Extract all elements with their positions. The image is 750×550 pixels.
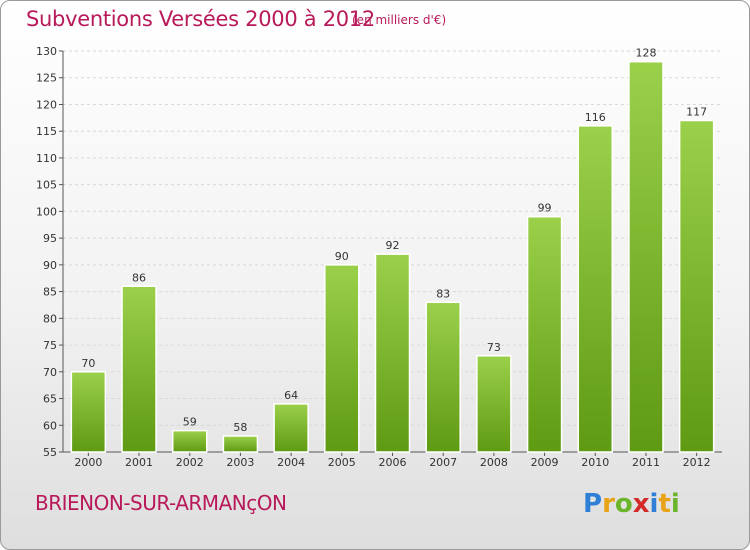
bar-2001: [121, 285, 157, 453]
y-tick-label: 100: [36, 205, 57, 218]
x-tick-label-2000: 2000: [74, 456, 102, 469]
x-tick-label-2004: 2004: [277, 456, 305, 469]
y-tick-label: 60: [43, 419, 57, 432]
data-label-2002: 59: [183, 416, 197, 429]
bar-2008: [476, 355, 512, 453]
x-tick-label-2002: 2002: [176, 456, 204, 469]
y-tick-label: 110: [36, 152, 57, 165]
y-tick-label: 85: [43, 286, 57, 299]
logo-letter: r: [602, 489, 615, 519]
y-tick-label: 125: [36, 72, 57, 85]
data-label-2004: 64: [284, 389, 298, 402]
x-tick-label-2001: 2001: [125, 456, 153, 469]
x-tick-label-2011: 2011: [632, 456, 660, 469]
proxiti-logo: Proxiti: [583, 489, 680, 519]
x-tick-label-2012: 2012: [683, 456, 711, 469]
x-tick-label-2003: 2003: [226, 456, 254, 469]
bar-2002: [171, 429, 208, 453]
bar-2012: [678, 119, 715, 453]
y-tick-label: 115: [36, 125, 57, 138]
x-tick-label-2006: 2006: [379, 456, 407, 469]
data-label-2009: 99: [538, 202, 552, 215]
bar-2005: [324, 264, 360, 453]
bar-2006: [374, 253, 411, 453]
y-tick-label: 90: [43, 259, 57, 272]
bar-2003: [222, 435, 259, 453]
bar-2011: [628, 60, 664, 453]
bar-2004: [273, 403, 309, 453]
grid-lines: [63, 50, 722, 453]
logo-letter: P: [583, 489, 603, 519]
logo-letter: x: [632, 489, 650, 519]
data-label-2006: 92: [386, 239, 400, 252]
y-tick-label: 70: [43, 366, 57, 379]
y-tick-label: 65: [43, 393, 57, 406]
bar-2007: [425, 301, 461, 453]
x-tick-label-2007: 2007: [429, 456, 457, 469]
logo-letter: o: [614, 489, 633, 519]
data-label-2000: 70: [81, 357, 95, 370]
x-tick-label-2009: 2009: [531, 456, 559, 469]
y-tick-label: 105: [36, 179, 57, 192]
chart-title: Subventions Versées 2000 à 2012: [26, 7, 375, 31]
axes: 55 60 65 70 75 80 85 90 95 100 105 110 115 120 125 130: [36, 45, 722, 459]
x-tick-label-2010: 2010: [581, 456, 609, 469]
bar-2009: [526, 215, 563, 453]
data-label-2010: 116: [585, 111, 606, 124]
y-tick-label: 130: [36, 45, 57, 58]
y-tick-label: 75: [43, 339, 57, 352]
y-tick-label: 55: [43, 446, 57, 459]
data-label-2003: 58: [233, 421, 247, 434]
commune-name: BRIENON-SUR-ARMANçON: [35, 491, 287, 515]
chart-subtitle: (en milliers d'€): [352, 13, 447, 27]
data-label-2005: 90: [335, 250, 349, 263]
y-tick-label: 80: [43, 312, 57, 325]
data-label-2011: 128: [635, 47, 656, 60]
y-tick-label: 120: [36, 98, 57, 111]
data-label-2008: 73: [487, 341, 501, 354]
y-tick-label: 95: [43, 232, 57, 245]
data-label-2007: 83: [436, 287, 450, 300]
bars: [70, 60, 715, 453]
x-tick-label-2008: 2008: [480, 456, 508, 469]
logo-letter: t: [658, 489, 671, 519]
bar-2010: [577, 125, 614, 453]
x-tick-label-2005: 2005: [328, 456, 356, 469]
data-label-2001: 86: [132, 271, 146, 284]
logo-letter: i: [670, 489, 680, 519]
labels: 2000 70 2001 86 2002 59 2003 58 2004 64 2005 90 2006…: [74, 47, 710, 469]
bar-2000: [70, 371, 107, 453]
logo-letter: i: [649, 489, 659, 519]
data-label-2012: 117: [686, 106, 707, 119]
